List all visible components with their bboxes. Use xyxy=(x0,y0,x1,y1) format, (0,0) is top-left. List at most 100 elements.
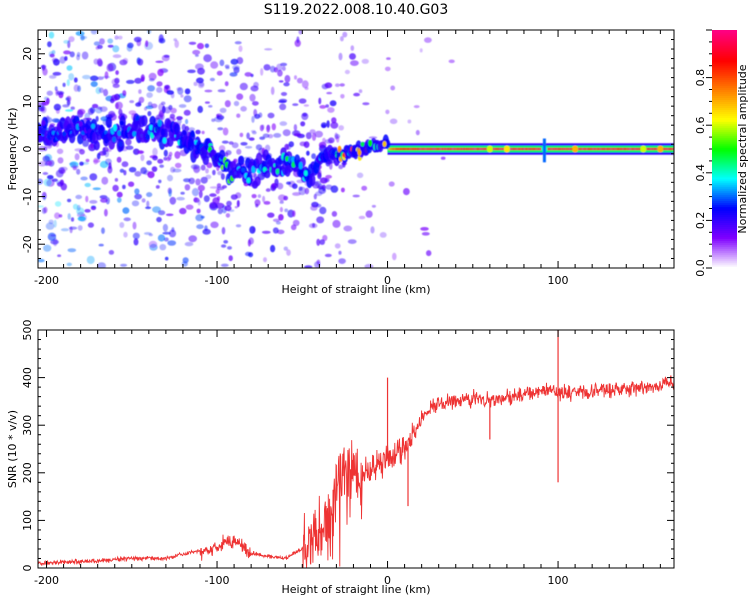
colorbar-cell xyxy=(712,200,737,204)
noise-blob xyxy=(272,227,279,234)
ridge-core xyxy=(469,147,471,151)
colorbar-cell xyxy=(712,47,737,51)
noise-blob xyxy=(303,104,310,107)
colorbar-cell xyxy=(712,230,737,233)
ridge-core xyxy=(417,147,419,151)
noise-blob xyxy=(148,240,158,248)
noise-blob xyxy=(99,38,105,45)
ridge-core xyxy=(132,131,137,137)
noise-blob xyxy=(66,65,73,71)
noise-blob xyxy=(174,162,182,169)
noise-blob xyxy=(53,103,62,111)
ridge-core xyxy=(432,147,434,151)
noise-blob xyxy=(105,149,112,152)
ridge-core xyxy=(399,147,401,151)
ridge-core xyxy=(433,147,435,151)
noise-blob xyxy=(334,243,341,249)
ridge-core xyxy=(398,147,400,151)
noise-blob xyxy=(42,172,49,175)
ridge-core xyxy=(519,147,521,151)
ridge-core xyxy=(571,147,573,151)
ridge-core xyxy=(668,147,670,151)
noise-blob xyxy=(67,213,71,220)
colorbar-cell xyxy=(712,158,737,162)
ridge-core xyxy=(522,147,524,151)
noise-blob xyxy=(239,132,244,138)
colorbar-cell xyxy=(712,49,737,53)
ridge-core xyxy=(497,147,499,151)
noise-blob xyxy=(41,207,47,214)
noise-blob xyxy=(152,155,158,161)
noise-blob xyxy=(116,191,123,198)
noise-blob xyxy=(161,54,170,62)
colorbar-cell xyxy=(712,83,737,87)
colorbar-cell xyxy=(712,234,737,237)
colorbar-cell xyxy=(712,137,737,140)
noise-blob xyxy=(75,31,85,36)
noise-blob xyxy=(57,157,64,164)
ridge-core xyxy=(78,121,83,127)
colorbar-cell xyxy=(712,85,737,89)
ridge-core xyxy=(391,147,393,151)
ridge-core xyxy=(485,147,487,151)
colorbar-cell xyxy=(712,252,737,255)
noise-blob xyxy=(73,77,78,83)
ridge-core xyxy=(602,147,604,151)
colorbar-cell xyxy=(712,97,737,101)
ridge-spot xyxy=(572,145,579,153)
noise-blob xyxy=(238,45,243,52)
noise-blob xyxy=(208,105,213,108)
ridge-core xyxy=(493,147,495,151)
noise-blob xyxy=(327,107,335,113)
noise-blob xyxy=(252,226,256,233)
noise-blob xyxy=(72,203,79,210)
noise-blob xyxy=(116,156,122,163)
noise-blob xyxy=(75,194,83,200)
colorbar-cell xyxy=(712,248,737,251)
noise-blob xyxy=(219,59,225,67)
noise-blob xyxy=(197,105,203,113)
noise-blob xyxy=(98,59,103,67)
colorbar-cell xyxy=(712,127,737,130)
noise-blob xyxy=(151,166,158,173)
ridge-core xyxy=(619,147,621,151)
noise-blob xyxy=(146,160,152,166)
noise-blob xyxy=(319,105,327,109)
colorbar-cell xyxy=(712,125,737,128)
colorbar-cell xyxy=(712,109,737,112)
noise-blob xyxy=(107,38,114,44)
noise-blob xyxy=(156,81,163,87)
ridge-core xyxy=(394,147,396,151)
colorbar-cell xyxy=(712,242,737,245)
noise-blob xyxy=(48,31,55,39)
noise-blob xyxy=(72,166,77,171)
noise-blob xyxy=(188,235,197,243)
colorbar-cell xyxy=(712,246,737,249)
noise-blob xyxy=(233,100,240,107)
ridge-core xyxy=(450,147,452,151)
noise-blob xyxy=(304,187,310,195)
colorbar: 0.0 0.2 0.4 0.6 0.8 Normalized spectral ampl… xyxy=(694,29,749,277)
noise-blob xyxy=(98,243,104,247)
noise-blob xyxy=(184,241,194,247)
noise-blob xyxy=(267,212,275,218)
noise-blob xyxy=(330,121,339,129)
noise-blob xyxy=(196,77,204,84)
noise-blob xyxy=(133,238,139,246)
ridge-core xyxy=(585,147,587,151)
noise-blob xyxy=(280,92,288,96)
noise-blob xyxy=(122,57,129,65)
noise-blob xyxy=(112,54,122,59)
ridge-core xyxy=(669,147,671,151)
noise-blob xyxy=(111,78,119,86)
colorbar-cell xyxy=(712,172,737,176)
ridge-core xyxy=(162,137,167,144)
noise-blob xyxy=(282,129,291,137)
ridge-core xyxy=(512,147,514,151)
spectrogram-marks xyxy=(38,30,674,268)
noise-blob xyxy=(40,105,47,114)
snr-y-tick-label: 400 xyxy=(21,367,34,388)
ridge-core xyxy=(246,177,251,184)
ridge-core xyxy=(406,147,408,151)
noise-blob xyxy=(255,144,263,151)
